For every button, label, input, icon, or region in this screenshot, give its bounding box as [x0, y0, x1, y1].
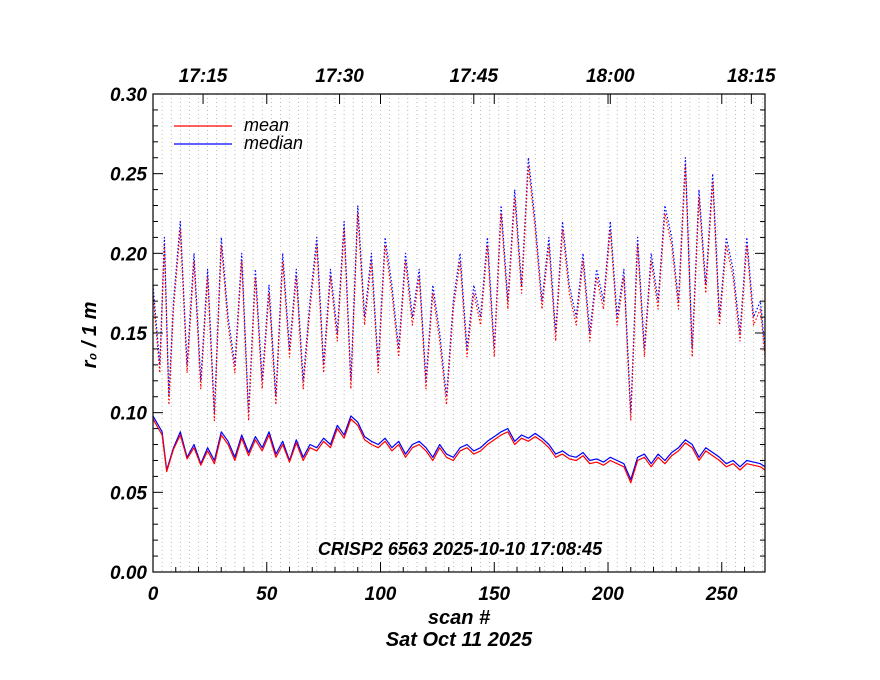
- legend: mean median: [174, 115, 303, 153]
- y-tick-label: 0.05: [110, 483, 147, 504]
- grid-lines: [161, 94, 764, 572]
- x-tick-label: 250: [705, 584, 738, 605]
- legend-label-mean: mean: [244, 115, 289, 135]
- series-line-median-lower: [152, 415, 766, 481]
- y-tick-label: 0.20: [110, 244, 147, 265]
- date-label: Sat Oct 11 2025: [386, 629, 533, 651]
- series-line-median-upper: [152, 157, 766, 414]
- x-tick-label: 100: [365, 584, 397, 605]
- series-lines: [152, 157, 766, 484]
- top-tick-label: 18:00: [586, 66, 635, 87]
- y-axis-label: r₀ / 1 m: [79, 302, 101, 369]
- legend-label-median: median: [244, 133, 303, 153]
- y-tick-label: 0.30: [110, 85, 147, 106]
- series-line-mean-upper: [152, 165, 766, 422]
- x-tick-label: 150: [478, 584, 510, 605]
- x-tick-label: 50: [256, 584, 278, 605]
- top-tick-label: 17:15: [179, 66, 228, 87]
- y-tick-label: 0.00: [110, 563, 147, 584]
- plot-frame: [152, 93, 766, 573]
- top-tick-label: 17:45: [449, 66, 498, 87]
- x-tick-label: 200: [591, 584, 624, 605]
- top-tick-label: 18:15: [727, 66, 776, 87]
- x-tick-label: 0: [148, 584, 159, 605]
- y-tick-label: 0.10: [110, 404, 147, 425]
- series-line-mean-lower: [152, 418, 766, 484]
- top-tick-label: 17:30: [315, 66, 364, 87]
- y-tick-label: 0.15: [110, 324, 147, 345]
- x-axis-label: scan #: [428, 607, 491, 629]
- y-tick-label: 0.25: [110, 165, 147, 186]
- axis-ticks: 0 50 100 150 200 250 17:15 17:30 17:45 18:00 18:15…: [110, 66, 776, 605]
- chart-annotation: CRISP2 6563 2025-10-10 17:08:45: [318, 539, 603, 559]
